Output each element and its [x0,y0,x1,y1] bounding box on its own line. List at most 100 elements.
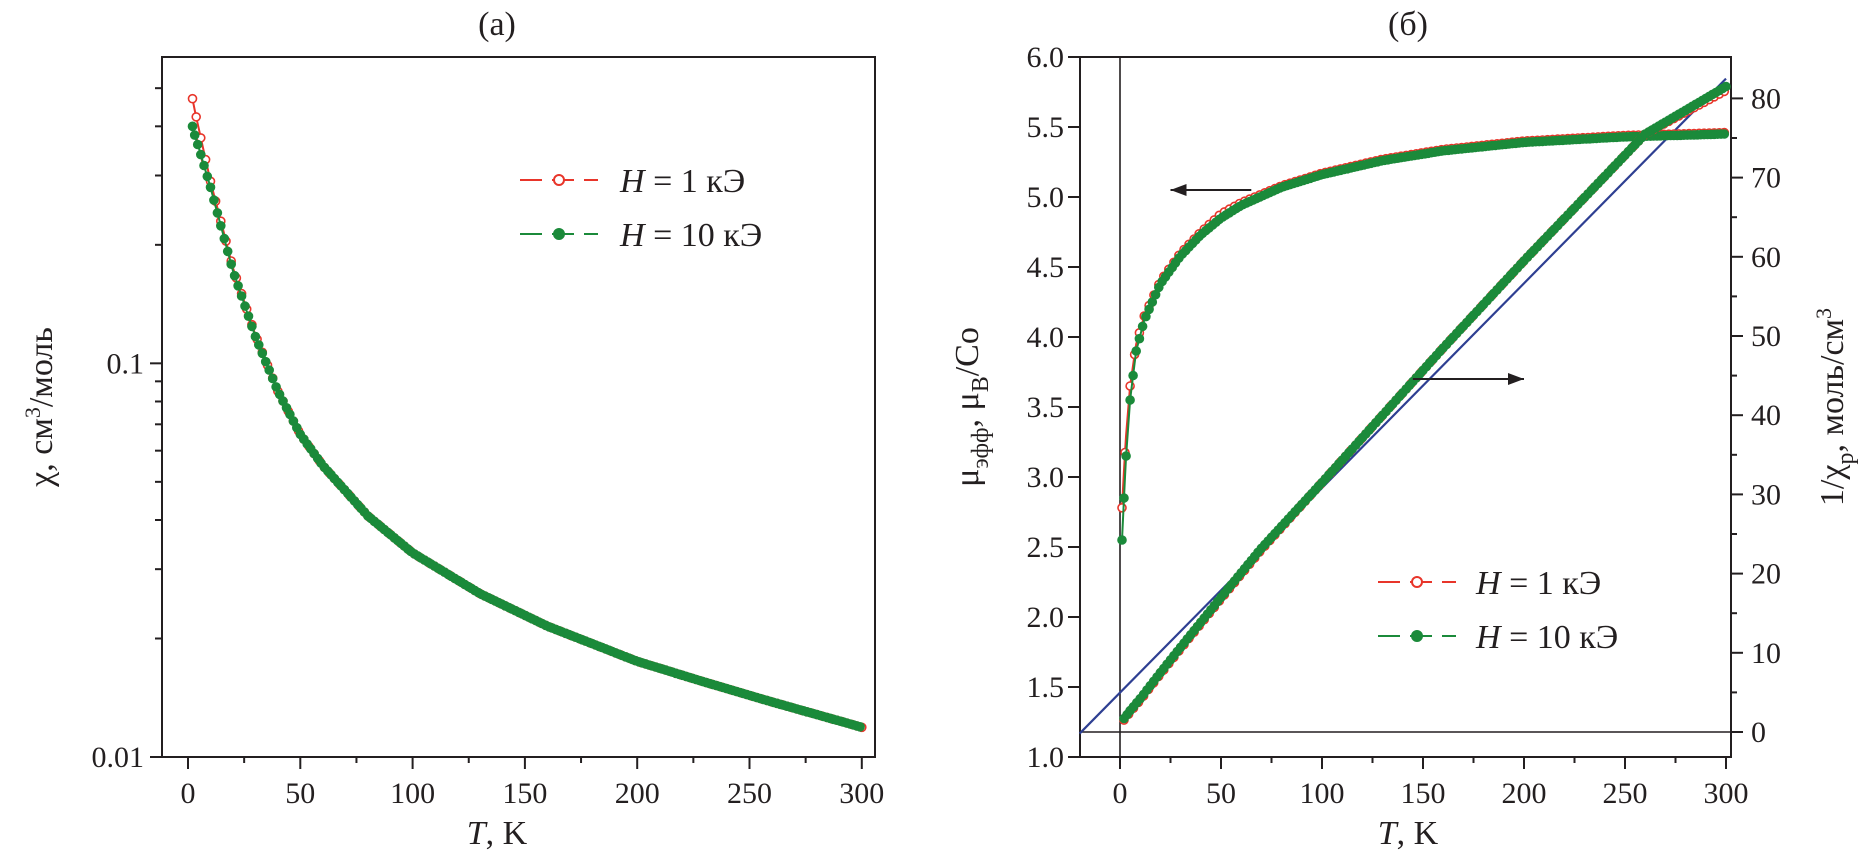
panel-b-reference-lines [1080,57,1731,757]
series-line-green [1121,133,1726,541]
y-tick-label: 4.5 [1027,251,1065,284]
x-tick-label: 200 [1502,777,1547,810]
legend-entry-h1: H = 1 кЭ [1378,565,1601,602]
y2-tick-label: 60 [1751,241,1781,274]
panel-a-frame [161,56,876,758]
data-point-green [202,171,213,182]
panel-a-legend: H = 1 кЭ H = 10 кЭ [520,163,762,254]
data-point-green [1134,333,1145,344]
y-tick-label: 6.0 [1027,41,1065,74]
data-point-green [247,321,257,332]
data-point-green [192,139,203,150]
data-point-green [1125,395,1135,405]
data-point-green [236,291,247,301]
y-tick-label: 1.5 [1027,671,1065,704]
panel-a-xlabel: T, K [467,815,528,852]
data-point-red [191,112,201,122]
legend-marker-filled-circle [1411,630,1423,642]
data-point-green [1117,535,1127,545]
fit-line [1078,77,1727,735]
arrow-head-icon [1508,373,1524,385]
x-tick-label: 100 [390,777,435,810]
data-point-green [243,311,254,322]
x-tick-label: 100 [1300,777,1345,810]
data-point-green [260,356,271,367]
legend-marker-open-circle [1411,576,1423,588]
data-point-green [267,373,278,384]
x-tick-label: 0 [181,777,196,810]
x-tick-label: 250 [1603,777,1648,810]
data-point-green [1719,129,1730,139]
x-tick-label: 150 [502,777,547,810]
series-line-red [1121,131,1726,508]
data-point-green [1119,493,1129,503]
y-tick-label: 0.1 [107,347,145,380]
data-point-green [189,130,200,140]
panel-a-ticks: 0 50 100 150 200 250 300 0.01 0.1 [92,87,884,810]
panel-a-data [187,93,867,733]
legend-marker-open-circle [553,174,565,186]
y-tick-label: 5.0 [1027,181,1065,214]
data-point-green [257,348,268,359]
series-line-green [1123,85,1727,720]
y-tick-label: 1.0 [1027,741,1065,774]
y2-tick-label: 10 [1751,637,1781,670]
y2-tick-label: 20 [1751,558,1781,591]
y-tick-label: 0.01 [92,741,145,774]
data-point-green [240,301,250,311]
legend-label-h10: H = 10 кЭ [619,217,762,254]
data-point-green [212,208,223,218]
data-point-red [1117,502,1127,513]
legend-label-h1: H = 1 кЭ [619,163,745,200]
y-tick-label: 5.5 [1027,111,1065,144]
series-line-red [1123,89,1727,721]
legend-entry-h10: H = 10 кЭ [520,217,762,254]
panel-b-label: (б) [1388,6,1428,43]
y2-tick-label: 80 [1751,82,1781,115]
data-point-green [1137,321,1148,332]
data-point-green [216,221,226,231]
data-point-green [205,182,216,193]
y-tick-label: 3.5 [1027,391,1065,424]
data-point-green [855,721,865,732]
y-tick-label: 3.0 [1027,461,1065,494]
legend-marker-filled-circle [553,228,565,240]
data-point-red [187,93,198,104]
legend-label-h10: H = 10 кЭ [1475,619,1618,656]
y-tick-label: 2.0 [1027,601,1065,634]
data-point-green [209,195,219,205]
data-point-green [233,280,243,291]
x-tick-label: 50 [1206,777,1236,810]
panel-b-arrows [1170,184,1524,385]
data-point-green [187,121,198,132]
legend-entry-h1: H = 1 кЭ [520,163,745,200]
x-tick-label: 200 [615,777,660,810]
panel-b-ylabel-left: μэфф, μB/Co [949,327,994,487]
y2-tick-label: 50 [1751,320,1781,353]
arrow-head-icon [1170,184,1187,196]
data-point-green [253,340,264,350]
y2-tick-label: 0 [1751,716,1766,749]
data-point-green [1131,346,1141,356]
data-point-green [1721,81,1731,92]
panel-b-ylabel-right: 1/χр, моль/см3 [1811,308,1859,506]
panel-b-xlabel: T, K [1378,815,1439,852]
panel-a: (а) 0 50 100 150 200 250 300 0.01 0.1 H = 1 кЭ H… [20,6,884,852]
data-point-green [229,270,240,281]
y-tick-label: 2.5 [1027,531,1065,564]
panel-a-ylabel: χ, см3/моль [20,327,60,488]
x-tick-label: 300 [1704,777,1749,810]
panel-b-data [1078,77,1731,735]
y-tick-label: 4.0 [1027,321,1065,354]
y2-tick-label: 40 [1751,399,1781,432]
x-tick-label: 50 [285,777,315,810]
panel-b: (б) 0 50 100 150 200 250 3001.01.52.02.53.03.5… [949,6,1859,852]
y2-tick-label: 70 [1751,162,1781,195]
data-point-green [226,259,236,270]
panel-b-ticks: 0 50 100 150 200 250 3001.01.52.02.53.03.54.04… [1027,41,1782,810]
x-tick-label: 300 [839,777,884,810]
data-point-green [250,331,261,342]
data-point-green [219,233,230,244]
data-point-green [1121,451,1131,461]
